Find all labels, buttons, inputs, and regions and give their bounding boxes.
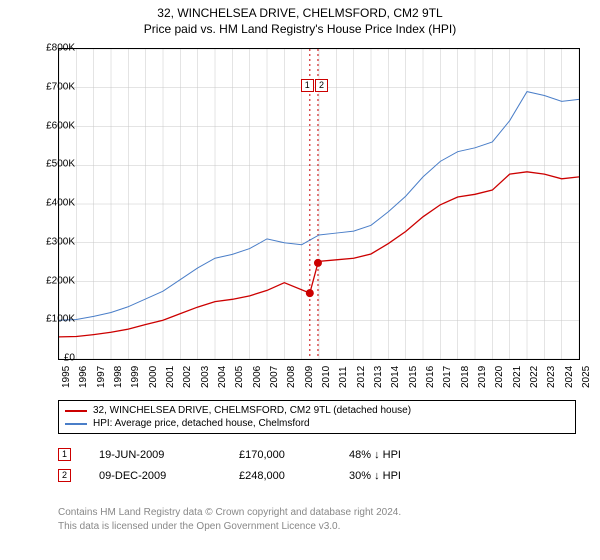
footer-line-1: Contains HM Land Registry data © Crown c… — [58, 506, 401, 520]
y-tick-label: £800K — [15, 43, 75, 54]
legend-row-property: 32, WINCHELSEA DRIVE, CHELMSFORD, CM2 9T… — [65, 404, 569, 417]
x-tick-label: 2022 — [529, 366, 540, 388]
x-tick-label: 2003 — [200, 366, 211, 388]
transaction-price-2: £248,000 — [239, 470, 349, 482]
transactions-table: 1 19-JUN-2009 £170,000 48% ↓ HPI 2 09-DE… — [58, 444, 578, 486]
x-tick-label: 2024 — [564, 366, 575, 388]
x-tick-label: 2025 — [581, 366, 592, 388]
x-tick-label: 2001 — [165, 366, 176, 388]
y-tick-label: £500K — [15, 159, 75, 170]
transaction-diff-1: 48% ↓ HPI — [349, 449, 479, 461]
x-tick-label: 2012 — [356, 366, 367, 388]
transaction-date-1: 19-JUN-2009 — [99, 449, 239, 461]
x-tick-label: 2019 — [477, 366, 488, 388]
x-tick-label: 1996 — [78, 366, 89, 388]
x-tick-label: 1997 — [96, 366, 107, 388]
x-tick-label: 2007 — [269, 366, 280, 388]
legend-swatch-property — [65, 410, 87, 412]
legend-swatch-hpi — [65, 423, 87, 425]
x-tick-label: 2016 — [425, 366, 436, 388]
transaction-marker-2: 2 — [58, 469, 71, 482]
footer-text: Contains HM Land Registry data © Crown c… — [58, 506, 401, 533]
x-tick-label: 2021 — [512, 366, 523, 388]
x-tick-label: 1999 — [130, 366, 141, 388]
y-tick-label: £300K — [15, 236, 75, 247]
y-tick-label: £100K — [15, 314, 75, 325]
transaction-date-2: 09-DEC-2009 — [99, 470, 239, 482]
x-tick-label: 2018 — [460, 366, 471, 388]
legend-box: 32, WINCHELSEA DRIVE, CHELMSFORD, CM2 9T… — [58, 400, 576, 434]
transaction-row-2: 2 09-DEC-2009 £248,000 30% ↓ HPI — [58, 465, 578, 486]
title-area: 32, WINCHELSEA DRIVE, CHELMSFORD, CM2 9T… — [0, 0, 600, 37]
title-line-2: Price paid vs. HM Land Registry's House … — [0, 22, 600, 38]
chart-plot-area — [58, 48, 580, 360]
x-tick-label: 2005 — [234, 366, 245, 388]
y-tick-label: £600K — [15, 120, 75, 131]
x-tick-label: 2002 — [182, 366, 193, 388]
x-tick-label: 2009 — [304, 366, 315, 388]
title-line-1: 32, WINCHELSEA DRIVE, CHELMSFORD, CM2 9T… — [0, 6, 600, 22]
legend-label-property: 32, WINCHELSEA DRIVE, CHELMSFORD, CM2 9T… — [93, 405, 411, 416]
y-tick-label: £700K — [15, 81, 75, 92]
chart-svg — [59, 49, 579, 359]
transaction-diff-2: 30% ↓ HPI — [349, 470, 479, 482]
x-tick-label: 2017 — [442, 366, 453, 388]
x-tick-label: 1995 — [61, 366, 72, 388]
x-tick-label: 2015 — [408, 366, 419, 388]
y-tick-label: £200K — [15, 275, 75, 286]
x-tick-label: 2004 — [217, 366, 228, 388]
x-tick-label: 2023 — [546, 366, 557, 388]
x-tick-label: 2010 — [321, 366, 332, 388]
chart-container: 32, WINCHELSEA DRIVE, CHELMSFORD, CM2 9T… — [0, 0, 600, 560]
transaction-row-1: 1 19-JUN-2009 £170,000 48% ↓ HPI — [58, 444, 578, 465]
transaction-price-1: £170,000 — [239, 449, 349, 461]
x-tick-label: 2008 — [286, 366, 297, 388]
y-tick-label: £0 — [15, 353, 75, 364]
chart-marker-box: 2 — [315, 79, 328, 92]
legend-row-hpi: HPI: Average price, detached house, Chel… — [65, 417, 569, 430]
x-tick-label: 2006 — [252, 366, 263, 388]
x-tick-label: 2020 — [494, 366, 505, 388]
y-tick-label: £400K — [15, 198, 75, 209]
x-tick-label: 2011 — [338, 366, 349, 388]
chart-marker-box: 1 — [301, 79, 314, 92]
x-tick-label: 2014 — [390, 366, 401, 388]
footer-line-2: This data is licensed under the Open Gov… — [58, 520, 401, 534]
x-tick-label: 2000 — [148, 366, 159, 388]
x-tick-label: 2013 — [373, 366, 384, 388]
x-tick-label: 1998 — [113, 366, 124, 388]
transaction-marker-1: 1 — [58, 448, 71, 461]
legend-label-hpi: HPI: Average price, detached house, Chel… — [93, 418, 310, 429]
